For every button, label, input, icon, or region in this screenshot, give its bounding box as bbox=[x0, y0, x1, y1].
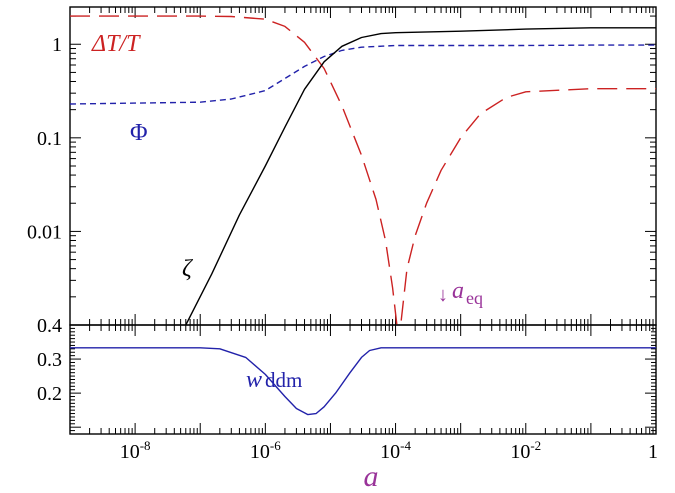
a-eq-arrow: ↓ bbox=[438, 284, 448, 306]
x-tick-label: 10-8 bbox=[120, 438, 151, 463]
y-tick-label: 0.1 bbox=[37, 128, 62, 150]
y-tick-label: 0.4 bbox=[37, 315, 62, 337]
top-series bbox=[70, 15, 656, 325]
bottom-plot-frame bbox=[69, 324, 657, 435]
y-tick-label: 0.3 bbox=[37, 349, 62, 371]
x-tick-labels: 10-8 10-6 10-4 10-2 1 bbox=[120, 438, 658, 463]
y-tick-label: 1 bbox=[52, 34, 62, 56]
y-tick-label: 0.2 bbox=[37, 383, 62, 405]
series-phi bbox=[70, 44, 656, 105]
top-plot-frame bbox=[69, 6, 657, 326]
x-tick-label: 10-6 bbox=[250, 438, 281, 463]
bottom-series bbox=[70, 347, 656, 416]
a-eq-sub: eq bbox=[466, 288, 483, 308]
w-ddm-sub: ddm bbox=[265, 368, 302, 392]
bottom-ticks bbox=[69, 324, 657, 435]
top-series-group bbox=[70, 15, 656, 325]
top-ticks bbox=[69, 7, 657, 326]
series-w-ddm bbox=[70, 347, 656, 416]
x-tick-label: 10-4 bbox=[380, 438, 411, 463]
x-tick-label: 10-2 bbox=[510, 438, 541, 463]
series-zeta bbox=[185, 27, 656, 325]
y-tick-label: 0.01 bbox=[27, 221, 62, 243]
a-eq-base: a bbox=[452, 278, 464, 304]
annotation-a-eq: ↓ a eq bbox=[438, 278, 483, 308]
top-panel: 1 0.1 0.01 ΔT/T Φ ζ ↓ a eq bbox=[27, 6, 657, 326]
label-delta-t-over-t: ΔT/T bbox=[91, 31, 141, 57]
x-tick-label: 1 bbox=[648, 441, 658, 463]
bottom-y-tick-labels: 0.4 0.3 0.2 bbox=[37, 315, 62, 405]
x-axis-label: a bbox=[364, 460, 379, 493]
label-w-ddm: w ddm bbox=[246, 367, 302, 393]
label-phi: Φ bbox=[130, 120, 148, 146]
w-ddm-base: w bbox=[246, 367, 262, 393]
series-delta-t-over-t bbox=[70, 15, 656, 325]
top-y-tick-labels: 1 0.1 0.01 bbox=[27, 34, 62, 243]
bottom-panel: 0.4 0.3 0.2 10-8 10-6 10-4 10-2 1 w ddm a bbox=[37, 315, 658, 493]
label-zeta: ζ bbox=[182, 256, 194, 282]
